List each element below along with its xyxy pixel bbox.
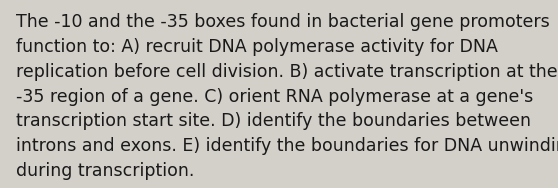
Text: during transcription.: during transcription. (16, 162, 194, 180)
Text: function to: A) recruit DNA polymerase activity for DNA: function to: A) recruit DNA polymerase a… (16, 38, 498, 56)
Text: transcription start site. D) identify the boundaries between: transcription start site. D) identify th… (16, 112, 531, 130)
Text: introns and exons. E) identify the boundaries for DNA unwinding: introns and exons. E) identify the bound… (16, 137, 558, 155)
Text: replication before cell division. B) activate transcription at the: replication before cell division. B) act… (16, 63, 557, 81)
Text: The -10 and the -35 boxes found in bacterial gene promoters: The -10 and the -35 boxes found in bacte… (16, 13, 550, 31)
Text: -35 region of a gene. C) orient RNA polymerase at a gene's: -35 region of a gene. C) orient RNA poly… (16, 88, 533, 106)
